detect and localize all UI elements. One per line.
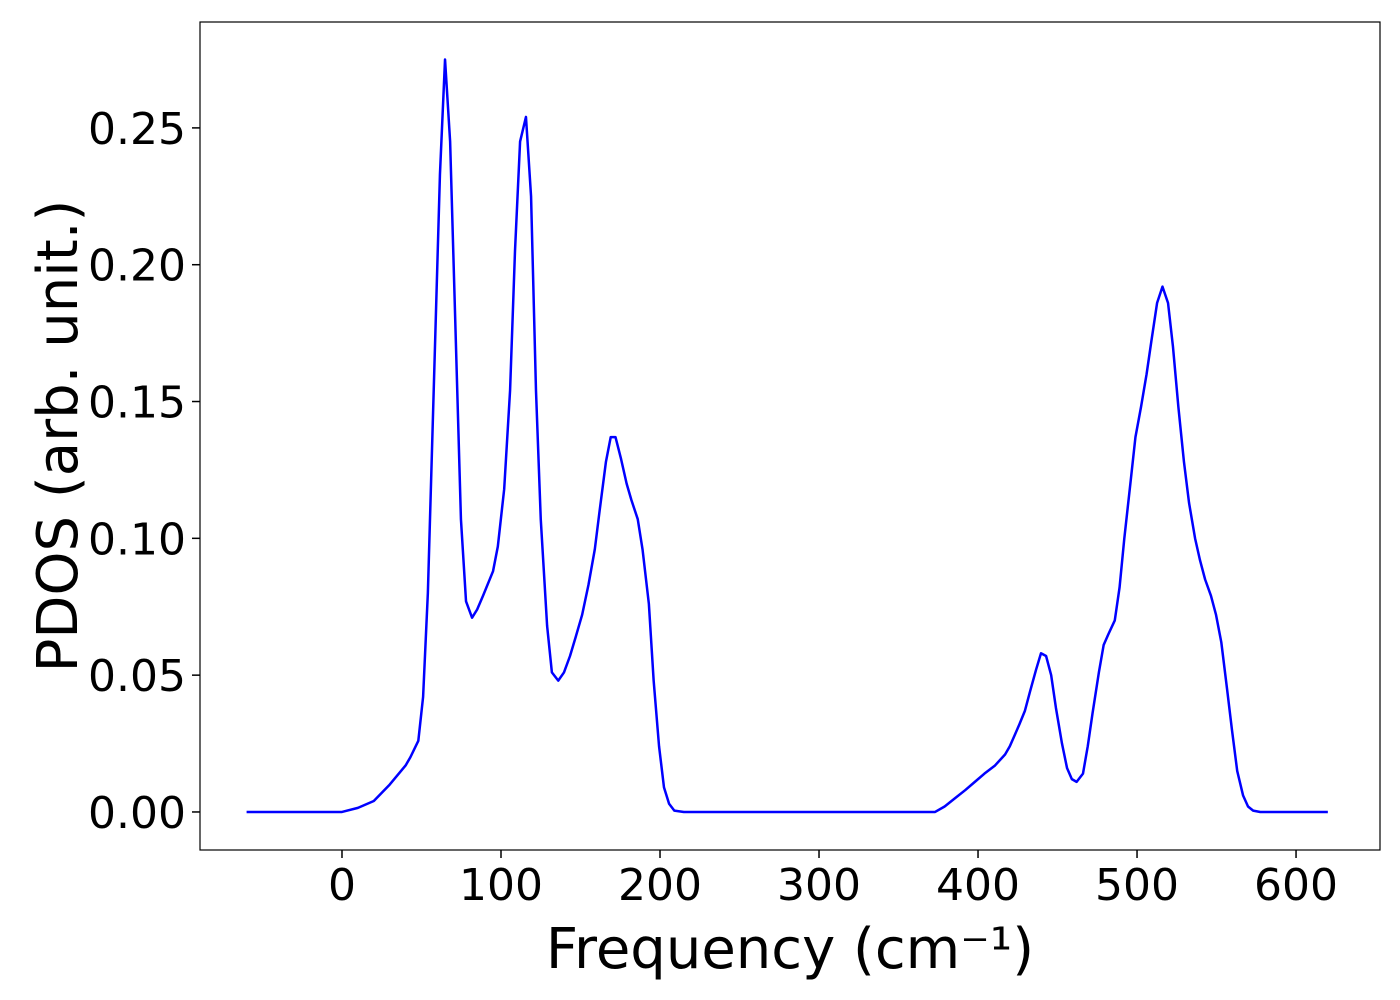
x-tick-label: 0 (328, 860, 356, 911)
x-tick-label: 100 (459, 860, 543, 911)
x-tick-label: 200 (618, 860, 702, 911)
y-tick-label: 0.10 (88, 514, 186, 565)
x-tick-label: 600 (1254, 860, 1338, 911)
x-tick-label: 300 (777, 860, 861, 911)
plot-frame (199, 21, 1381, 851)
x-axis-label: Frequency (cm⁻¹) (546, 917, 1034, 982)
y-tick-label: 0.25 (88, 104, 186, 155)
y-tick-label: 0.20 (88, 241, 186, 292)
y-tick-label: 0.00 (88, 788, 186, 839)
y-tick-label: 0.05 (88, 651, 186, 702)
data-line (246, 58, 1328, 814)
y-tick-label: 0.15 (88, 378, 186, 429)
x-tick-label: 500 (1095, 860, 1179, 911)
x-tick-label: 400 (936, 860, 1020, 911)
y-axis-label: PDOS (arb. unit.) (26, 200, 91, 673)
